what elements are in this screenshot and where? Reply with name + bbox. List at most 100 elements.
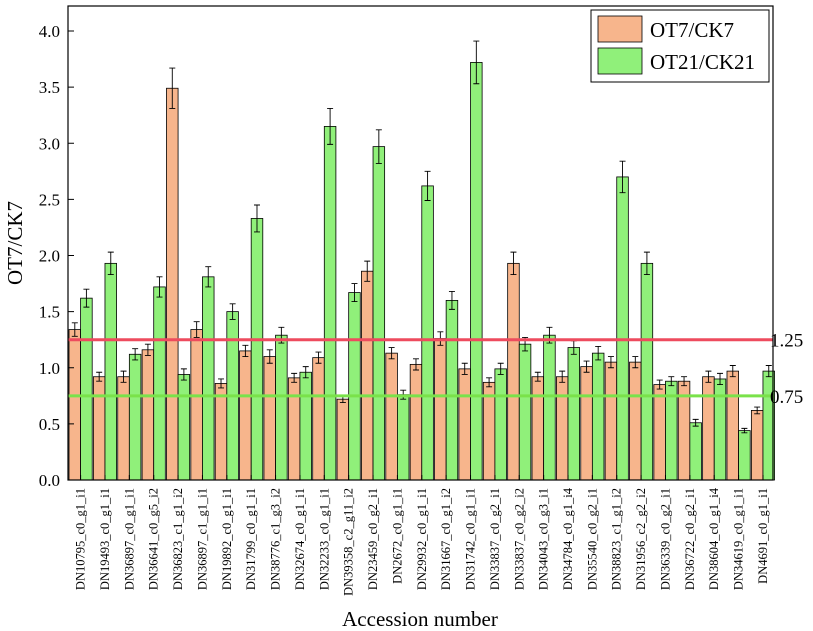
x-tick-label-24: DN36339_c0_g2_i1 <box>658 488 672 590</box>
y-axis-title: OT7/CK7 <box>3 201 27 285</box>
bar-ot21-4 <box>177 374 191 481</box>
bar-ot7-15 <box>434 338 447 481</box>
x-tick-label-19: DN34043_c0_g3_i1 <box>537 488 551 590</box>
x-tick-label-16: DN31742_c0_g1_i1 <box>464 488 478 590</box>
error-bar-ot7-3 <box>144 343 151 356</box>
bar-ot21-5 <box>202 276 215 481</box>
error-bar-ot7-2 <box>120 370 127 383</box>
legend: OT7/CK7 OT21/CK21 <box>590 9 770 83</box>
bar-ot7-16 <box>458 368 471 481</box>
bar-ot7-18 <box>507 262 520 481</box>
error-bar-ot7-9 <box>291 372 298 383</box>
x-tick-label-14: DN29932_c0_g1_i1 <box>415 488 429 590</box>
x-tick-label-20: DN34784_c0_g1_i4 <box>561 487 575 590</box>
x-tick-label-28: DN4691_c0_g1_i1 <box>756 488 770 584</box>
bar-ot21-3 <box>153 286 166 481</box>
bar-ot7-12 <box>361 270 374 481</box>
x-tick-label-3: DN36641_c0_g5_i2 <box>147 488 161 590</box>
bar-ot7-13 <box>385 352 398 481</box>
error-bar-ot21-23 <box>643 251 650 276</box>
error-bar-ot7-12 <box>364 260 371 282</box>
bar-ot21-22 <box>616 176 629 481</box>
bar-ot21-18 <box>518 343 532 481</box>
x-tick-label-10: DN32233_c0_g1_i1 <box>317 488 331 590</box>
error-bar-ot21-14 <box>424 170 431 201</box>
bar-ot7-7 <box>239 350 252 481</box>
bar-ot21-8 <box>275 334 288 481</box>
x-tick-label-13: DN2672_c0_g1_i1 <box>390 488 404 584</box>
error-bar-ot7-27 <box>729 365 736 378</box>
x-tick-label-23: DN31956_c2_g2_i2 <box>634 488 648 590</box>
bar-ot21-23 <box>640 262 654 481</box>
bar-ot7-27 <box>726 370 739 481</box>
bar-ot21-7 <box>250 218 264 481</box>
legend-swatch-1 <box>597 47 643 75</box>
y-tick-label-7: 3.5 <box>39 78 60 97</box>
error-bar-ot21-4 <box>180 368 187 381</box>
x-tick-label-25: DN36722_c0_g2_i1 <box>683 488 697 590</box>
error-bar-ot7-16 <box>461 362 468 375</box>
x-tick-label-12: DN23459_c0_g2_i1 <box>366 488 380 590</box>
error-bar-ot7-13 <box>388 347 395 360</box>
error-bar-ot21-2 <box>132 348 139 361</box>
bar-ot21-2 <box>128 353 142 481</box>
bar-ot21-0 <box>80 297 93 481</box>
error-bar-ot21-15 <box>448 290 455 310</box>
bar-ot21-14 <box>421 185 434 481</box>
bar-ot21-15 <box>445 299 459 481</box>
bar-ot21-9 <box>299 371 312 481</box>
error-bar-ot21-10 <box>327 108 334 145</box>
error-bar-ot7-0 <box>71 322 78 337</box>
y-tick-label-3: 1.5 <box>39 303 60 322</box>
bar-ot21-17 <box>494 368 507 481</box>
x-tick-label-4: DN36823_c1_g1_i2 <box>171 488 185 590</box>
error-bar-ot21-17 <box>497 362 504 375</box>
bar-ot7-20 <box>556 376 569 481</box>
reference-lines-layer: 1.25 0.75 <box>68 331 803 408</box>
bars-layer <box>68 62 775 481</box>
x-tick-label-17: DN33837_c0_g2_i1 <box>488 488 502 590</box>
error-bar-ot21-0 <box>83 288 90 308</box>
plot-frame <box>67 5 774 481</box>
error-bar-ot7-25 <box>681 376 688 387</box>
error-bar-ot21-12 <box>375 129 382 164</box>
bar-ot21-11 <box>348 292 361 481</box>
bar-ot7-0 <box>68 329 82 481</box>
error-bar-ot7-22 <box>607 356 614 369</box>
bar-ot7-14 <box>409 363 423 481</box>
bar-ot21-13 <box>397 394 410 481</box>
y-axis: 0.0 0.5 1.0 1.5 2.0 2.5 3.0 3.5 4.0 <box>39 22 74 490</box>
error-bar-ot21-6 <box>229 303 236 320</box>
bar-ot21-16 <box>470 62 483 481</box>
error-bar-ot21-24 <box>668 376 675 387</box>
bar-ot21-27 <box>738 430 751 481</box>
error-bar-ot7-19 <box>534 371 541 382</box>
error-bar-ot21-3 <box>156 276 163 298</box>
bar-ot7-24 <box>653 384 666 481</box>
x-tick-label-6: DN19892_c0_g1_i1 <box>220 488 234 590</box>
y-tick-label-4: 2.0 <box>39 247 60 266</box>
x-tick-label-26: DN38604_c0_g1_i4 <box>707 487 721 590</box>
x-tick-label-15: DN31667_c0_g1_i2 <box>439 488 453 590</box>
error-bar-ot21-11 <box>351 283 358 302</box>
x-tick-label-18: DN33837_c0_g2_i2 <box>512 488 526 590</box>
error-bar-ot21-21 <box>595 345 602 361</box>
bar-ot7-1 <box>92 376 106 481</box>
bar-ot7-5 <box>190 329 203 481</box>
y-tick-label-8: 4.0 <box>39 22 60 41</box>
x-tick-label-1: DN19493_c0_g1_i1 <box>98 488 112 590</box>
bar-ot21-10 <box>323 126 337 481</box>
y-tick-label-6: 3.0 <box>39 134 60 153</box>
error-bar-ot21-5 <box>205 266 212 288</box>
x-tick-label-0: DN10795_c0_g1_i1 <box>74 488 88 590</box>
x-tick-label-22: DN38823_c1_g1_i2 <box>610 488 624 590</box>
bar-ot21-1 <box>104 262 117 481</box>
reference-label-1: 0.75 <box>770 387 803 408</box>
error-bar-ot21-27 <box>741 427 748 434</box>
error-bar-ot7-14 <box>412 358 419 371</box>
x-tick-label-9: DN32674_c0_g1_i1 <box>293 488 307 590</box>
bar-ot21-26 <box>713 378 727 481</box>
bar-ot7-26 <box>702 376 715 481</box>
error-bar-ot7-18 <box>510 251 517 276</box>
error-bar-ot7-1 <box>96 371 103 382</box>
